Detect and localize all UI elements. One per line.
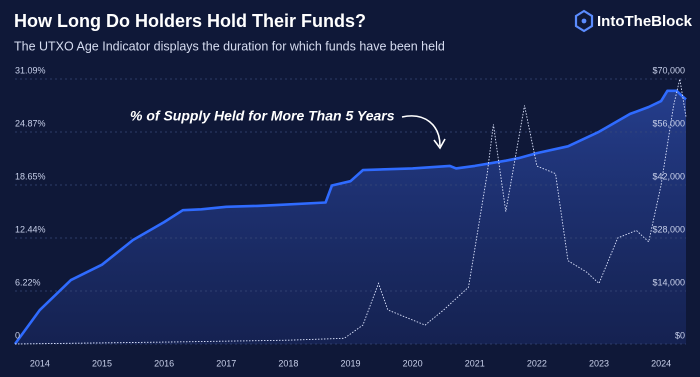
y2-tick-label: $70,000	[652, 65, 685, 75]
y2-tick-label: $14,000	[652, 277, 685, 287]
y-tick-label: 18.65%	[15, 171, 46, 181]
y-tick-label: 31.09%	[15, 65, 46, 75]
x-tick-label: 2022	[527, 358, 547, 368]
logo-text: IntoTheBlock	[597, 13, 693, 30]
y2-tick-label: $42,000	[652, 171, 685, 181]
annotation-arrow	[401, 115, 441, 147]
line	[13, 89, 687, 345]
line	[14, 78, 687, 345]
x-tick-label: 2024	[651, 358, 671, 368]
annotation-arrowhead	[433, 138, 446, 150]
y2-tick-label: $28,000	[652, 224, 685, 234]
x-tick-label: 2021	[465, 358, 485, 368]
x-tick-label: 2019	[340, 358, 360, 368]
y-tick-label: 0	[15, 330, 20, 340]
chart-subtitle: The UTXO Age Indicator displays the dura…	[14, 39, 445, 53]
x-tick-label: 2014	[30, 358, 50, 368]
x-tick-label: 2015	[92, 358, 112, 368]
x-tick-label: 2016	[154, 358, 174, 368]
x-tick-label: 2018	[278, 358, 298, 368]
x-tick-label: 2020	[403, 358, 423, 368]
y2-tick-label: $56,000	[652, 118, 685, 128]
annotation: % of Supply Held for More Than 5 Years	[130, 108, 395, 124]
logo-icon	[574, 9, 594, 33]
x-tick-label: 2017	[216, 358, 236, 368]
y2-tick-label: $0	[675, 330, 685, 340]
logo: IntoTheBlock	[574, 9, 693, 33]
y-tick-label: 6.22%	[15, 277, 41, 287]
area	[15, 90, 686, 344]
y-tick-label: 24.87%	[15, 118, 46, 128]
chart-title: How Long Do Holders Hold Their Funds?	[14, 11, 366, 31]
x-tick-label: 2023	[589, 358, 609, 368]
y-tick-label: 12.44%	[15, 224, 46, 234]
logo-icon-dot	[581, 18, 587, 24]
